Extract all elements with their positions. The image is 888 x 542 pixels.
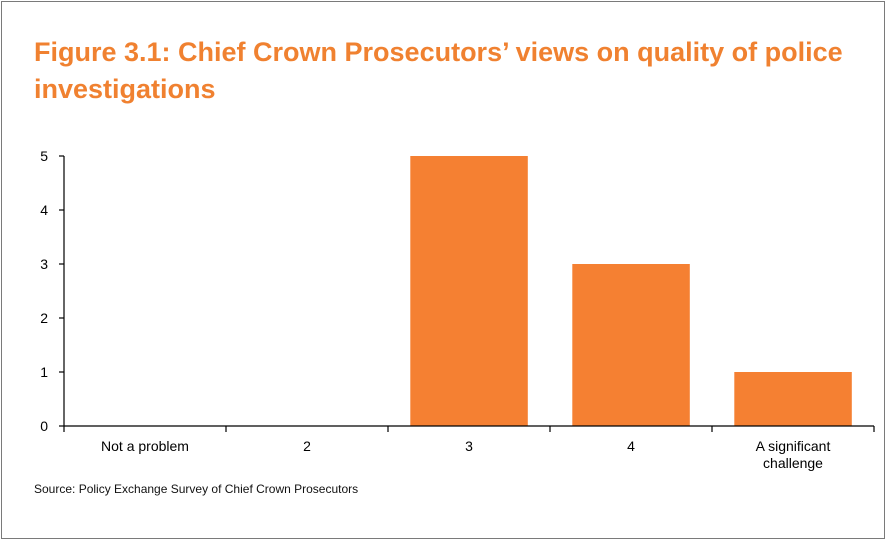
x-tick-label-1: 2 (303, 438, 311, 454)
y-tick-label-0: 0 (40, 418, 48, 434)
bar-2 (410, 156, 528, 426)
x-tick-label-0: Not a problem (101, 438, 189, 454)
x-tick-label-2: 3 (465, 438, 473, 454)
bar-4 (734, 372, 852, 426)
y-tick-label-2: 2 (40, 310, 48, 326)
y-tick-label-3: 3 (40, 256, 48, 272)
y-tick-label-5: 5 (40, 148, 48, 164)
bar-3 (572, 264, 690, 426)
y-tick-label-1: 1 (40, 364, 48, 380)
chart-title: Figure 3.1: Chief Crown Prosecutors’ vie… (34, 37, 843, 104)
chart-source: Source: Policy Exchange Survey of Chief … (34, 482, 359, 496)
x-tick-label-4: A significant challenge (756, 438, 831, 471)
y-tick-label-4: 4 (40, 202, 48, 218)
bars-group (410, 156, 852, 426)
x-tick-label-3: 4 (627, 438, 635, 454)
axes-group: 0 1 2 3 4 5 Not a problem 2 3 4 A significant chall… (40, 148, 875, 471)
